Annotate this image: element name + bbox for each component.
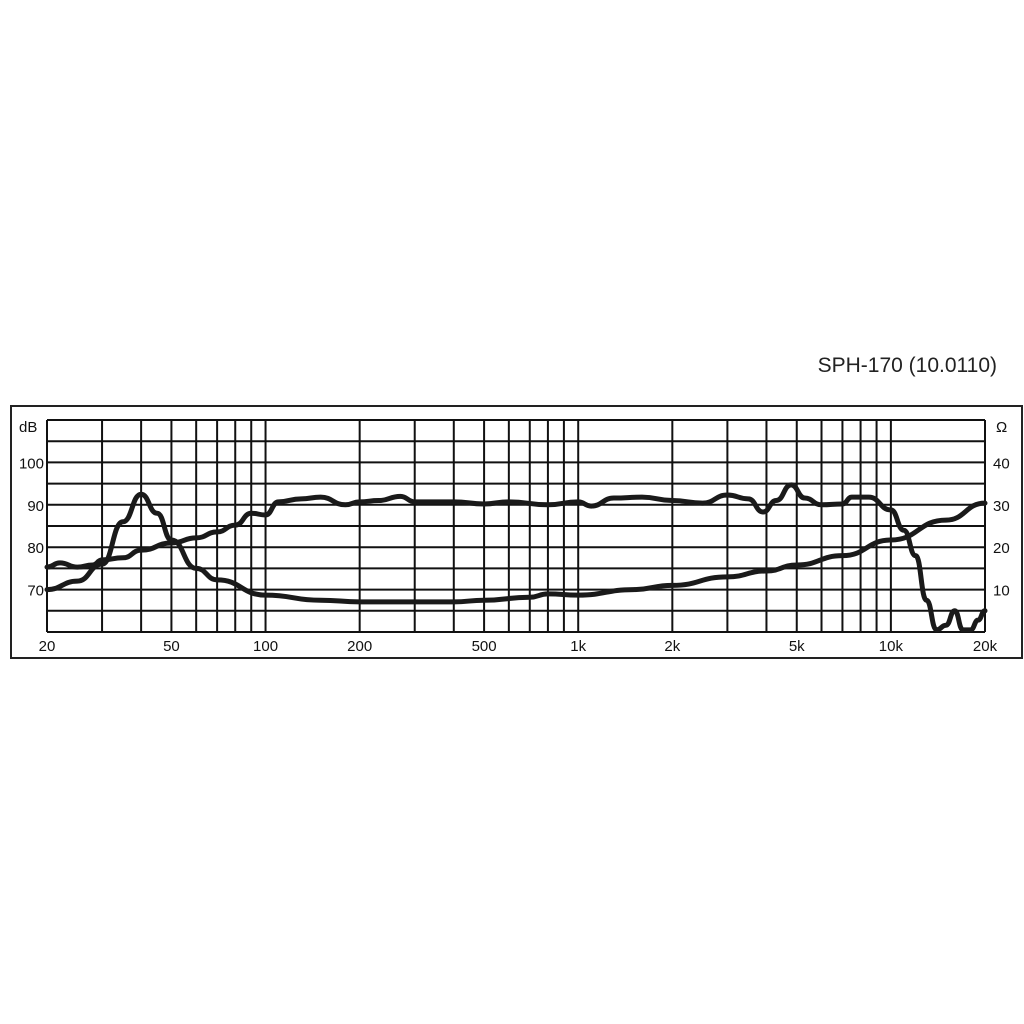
grid [46,419,986,633]
y-right-tick-label: 10 [993,583,1010,600]
y-right-tick-label: 20 [993,540,1010,557]
frequency-response-line [44,482,988,633]
y-left-tick-label: 90 [27,498,44,515]
curves [44,482,988,633]
y-left-tick-label: 100 [19,455,44,472]
y-left-tick-label: 80 [27,540,44,557]
chart-frame [10,405,1023,659]
x-tick-label: 100 [253,638,278,655]
impedance-line [44,491,988,605]
y-axis-right-label: Ω [996,419,1007,436]
y-axis-left-label: dB [19,419,37,436]
y-right-tick-label: 40 [993,455,1010,472]
x-tick-label: 500 [472,638,497,655]
x-tick-label: 5k [789,638,805,655]
x-tick-label: 20k [973,638,998,655]
y-right-tick-label: 30 [993,498,1010,515]
x-tick-label: 50 [163,638,180,655]
x-tick-label: 1k [570,638,586,655]
x-tick-label: 20 [39,638,56,655]
y-left-tick-label: 70 [27,583,44,600]
chart-title: SPH-170 (10.0110) [817,354,997,377]
tick-labels: 20 50 100 200 500 1k 2k 5k 10k 20k 70 80 90 100 10 20 30… [19,455,1010,655]
x-tick-label: 200 [347,638,372,655]
x-tick-label: 10k [879,638,904,655]
x-tick-label: 2k [664,638,680,655]
